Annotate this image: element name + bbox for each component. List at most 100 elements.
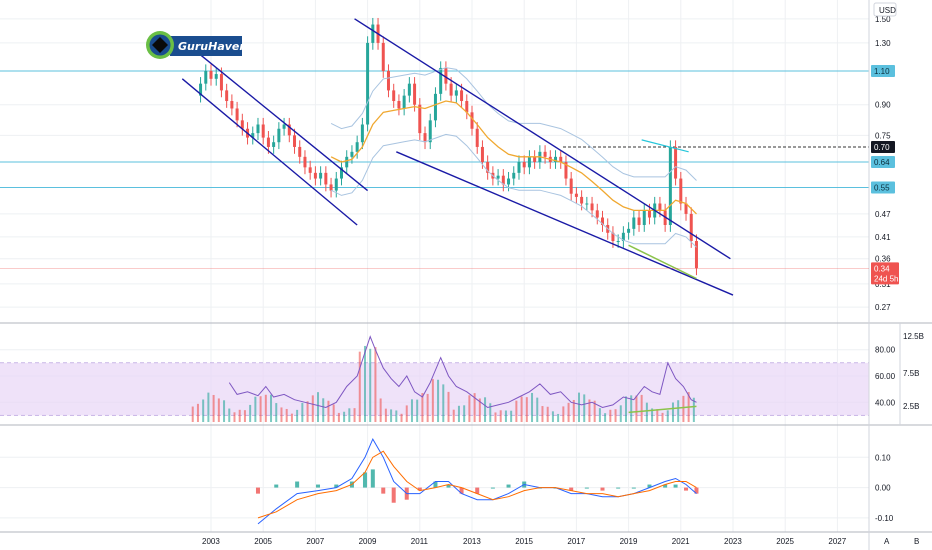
volume-bar	[525, 397, 528, 422]
volume-bar	[280, 407, 283, 422]
candle-body	[251, 133, 255, 138]
volume-bar	[619, 405, 622, 422]
volume-bar	[588, 399, 591, 422]
candle-body	[350, 151, 354, 157]
candle-body	[433, 93, 437, 121]
candle-body	[496, 175, 500, 179]
volume-bar	[635, 395, 638, 422]
bollinger-upper	[330, 67, 697, 181]
candle-body	[397, 101, 401, 109]
volume-bar	[630, 395, 633, 422]
signal-line	[257, 450, 697, 519]
volume-bar	[614, 409, 617, 422]
candle-body	[313, 172, 317, 179]
volume-bar	[233, 412, 236, 422]
time-axis[interactable]: 2003 2005 2007 2009 2011 2013 2015 2017 2019 2021…	[202, 537, 847, 546]
log-scale-button[interactable]: A	[884, 537, 890, 546]
volume-bar	[317, 392, 320, 422]
macd-hist-bar	[616, 487, 621, 489]
volume-bar	[238, 409, 241, 422]
volume-bar	[191, 406, 194, 422]
time-tick-label: 2013	[463, 537, 481, 546]
volume-bar	[421, 393, 424, 422]
candle-body	[272, 142, 276, 147]
candle-body	[386, 70, 390, 91]
candle-body	[423, 133, 427, 143]
candle-body	[486, 162, 490, 173]
volume-bar	[322, 398, 325, 422]
macd-hist-bar	[631, 487, 636, 489]
volume-bar	[572, 399, 575, 422]
volume-bar	[223, 400, 226, 422]
indicator-lines	[228, 67, 697, 525]
last-price-tag	[871, 262, 899, 285]
volume-bar	[541, 406, 544, 422]
volume-trendline	[628, 405, 697, 414]
volume-bar	[259, 396, 262, 422]
volume-bar	[489, 403, 492, 422]
volume-bar	[677, 400, 680, 422]
macd-hist-bar	[663, 484, 668, 488]
macd-hist-bar	[600, 487, 605, 491]
candle-body	[475, 128, 479, 147]
candle-body	[287, 124, 291, 136]
macd-hist-bar	[490, 487, 495, 489]
candle-body	[595, 210, 599, 218]
candle-body	[564, 162, 568, 179]
candle-body	[470, 112, 474, 129]
volume-bar	[656, 409, 659, 422]
volume-bar	[363, 345, 366, 422]
channel-line	[200, 54, 369, 192]
volume-bar	[692, 397, 695, 422]
volume-bar	[473, 393, 476, 422]
volume-bar	[640, 394, 643, 422]
volume-bar	[546, 406, 549, 422]
candle-body	[674, 146, 678, 179]
volume-bar	[243, 410, 246, 422]
time-tick-label: 2003	[202, 537, 220, 546]
volume-bar	[264, 394, 267, 422]
volume-bar	[296, 409, 299, 422]
rsi-band	[0, 362, 869, 416]
macd-hist-bar	[684, 487, 689, 491]
volume-bar	[374, 347, 377, 422]
macd-hist-bar	[673, 484, 678, 488]
volume-bar	[384, 408, 387, 422]
candle-body	[261, 124, 265, 138]
macd-hist-bar	[362, 472, 367, 488]
volume-bar	[410, 399, 413, 422]
candle-body	[668, 146, 672, 225]
volume-bar	[379, 398, 382, 422]
price-level-tag	[871, 156, 895, 169]
macd-hist-bar	[255, 487, 260, 494]
time-tick-label: 2007	[306, 537, 324, 546]
volume-bar	[275, 403, 278, 422]
volume-bar	[562, 406, 565, 422]
candle-body	[230, 101, 234, 109]
macd-hist-bar	[433, 481, 438, 488]
volume-bar	[405, 405, 408, 422]
price-tick-label: 0.41	[875, 233, 891, 242]
volume-bar	[593, 400, 596, 422]
candle-body	[449, 83, 453, 96]
macd-hist-bar	[316, 484, 321, 488]
volume-bar	[651, 408, 654, 422]
macd-hist-bar	[694, 487, 699, 494]
price-tick-label: 1.30	[875, 39, 891, 48]
candle-body	[574, 193, 578, 197]
volume-tick-label: 2.5B	[903, 402, 919, 411]
macd-tick-label: 0.00	[875, 484, 891, 493]
volume-bar	[567, 402, 570, 422]
candle-body	[658, 203, 662, 211]
volume-bar	[578, 392, 581, 422]
volume-bar	[249, 404, 252, 422]
volume-bar	[337, 412, 340, 422]
candle-body	[501, 175, 505, 185]
logo: GuruHaven	[146, 31, 247, 59]
candle-body	[392, 90, 396, 102]
candle-body	[480, 146, 484, 163]
volume-bar	[457, 405, 460, 422]
volume-bar	[520, 396, 523, 422]
auto-scale-button[interactable]: B	[914, 537, 919, 546]
macd-hist-bar	[334, 484, 339, 488]
